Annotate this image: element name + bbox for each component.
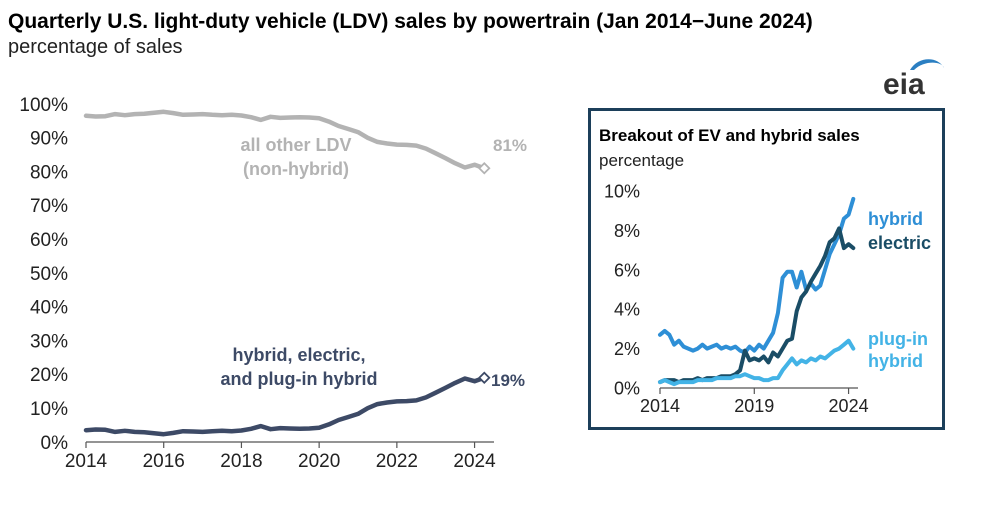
series-label-all-other-ldv-non-hybrid: all other LDV <box>240 135 351 155</box>
y-tick-label: 10% <box>30 399 68 420</box>
series-line-hybrid-electric-and-plug-in-hybrid <box>83 375 487 437</box>
y-tick-label: 60% <box>30 230 68 251</box>
y-tick-label: 100% <box>19 95 68 116</box>
inset-title: Breakout of EV and hybrid sales <box>599 126 860 145</box>
chart-title: Quarterly U.S. light-duty vehicle (LDV) … <box>8 10 813 33</box>
y-tick-label: 30% <box>30 331 68 352</box>
y-tick-label: 40% <box>30 298 68 319</box>
inset-x-tick-label: 2024 <box>829 396 869 416</box>
inset-x-tick-label: 2014 <box>640 396 680 416</box>
x-tick-label: 2016 <box>143 451 185 472</box>
inset-series-label-plug-in-hybrid: hybrid <box>868 351 923 371</box>
inset-y-tick-label: 10% <box>604 181 640 201</box>
inset-y-tick-label: 4% <box>614 300 640 320</box>
y-tick-label: 80% <box>30 162 68 183</box>
end-marker-all-other-ldv-non-hybrid <box>478 161 491 175</box>
series-label-hybrid-electric-and-plug-in-hybrid: hybrid, electric, <box>232 345 365 365</box>
eia-logo: eia <box>883 59 944 100</box>
inset-panel: 0% 2% 4% 6% 8% 10% 2014 2019 2024 hybrid electric p… <box>588 108 945 430</box>
x-tick-label: 2022 <box>376 451 418 472</box>
inset-subtitle: percentage <box>599 151 685 170</box>
y-tick-label: 0% <box>41 433 69 454</box>
main-chart: 0% 10% 20% 30% 40% 50% 60% 70% 80% 90% 100% 2014 201… <box>19 95 527 472</box>
eia-logo-swoosh-icon <box>910 59 944 70</box>
y-tick-label: 70% <box>30 196 68 217</box>
inset-series-label-hybrid: hybrid <box>868 209 923 229</box>
y-tick-label: 50% <box>30 264 68 285</box>
eia-logo-text: eia <box>883 68 925 100</box>
inset-y-tick-label: 0% <box>614 378 640 398</box>
inset-y-tick-label: 8% <box>614 221 640 241</box>
series-label-all-other-ldv-non-hybrid: (non-hybrid) <box>243 159 349 179</box>
inset-chart: 0% 2% 4% 6% 8% 10% 2014 2019 2024 hybrid electric p… <box>604 181 931 416</box>
end-value-label-hybrid-electric-and-plug-in-hybrid: 19% <box>491 371 525 390</box>
end-marker-hybrid-electric-and-plug-in-hybrid <box>478 371 491 385</box>
inset-series-label-plug-in-hybrid: plug-in <box>868 329 928 349</box>
end-value-label-all-other-ldv-non-hybrid: 81% <box>493 136 527 155</box>
series-line-all-other-ldv-non-hybrid <box>83 109 487 171</box>
series-label-hybrid-electric-and-plug-in-hybrid: and plug-in hybrid <box>221 369 378 389</box>
x-tick-label: 2020 <box>298 451 340 472</box>
inset-y-tick-label: 2% <box>614 339 640 359</box>
x-tick-label: 2014 <box>65 451 108 472</box>
chart-subtitle: percentage of sales <box>8 36 183 58</box>
inset-y-tick-label: 6% <box>614 260 640 280</box>
inset-x-tick-label: 2019 <box>734 396 774 416</box>
inset-series-line-hybrid <box>658 196 856 355</box>
inset-series-label-electric: electric <box>868 233 931 253</box>
y-tick-label: 90% <box>30 129 68 150</box>
y-tick-label: 20% <box>30 365 68 386</box>
x-tick-label: 2018 <box>220 451 262 472</box>
x-tick-label: 2024 <box>453 451 496 472</box>
inset-series-line-plug-in-hybrid <box>658 338 856 387</box>
